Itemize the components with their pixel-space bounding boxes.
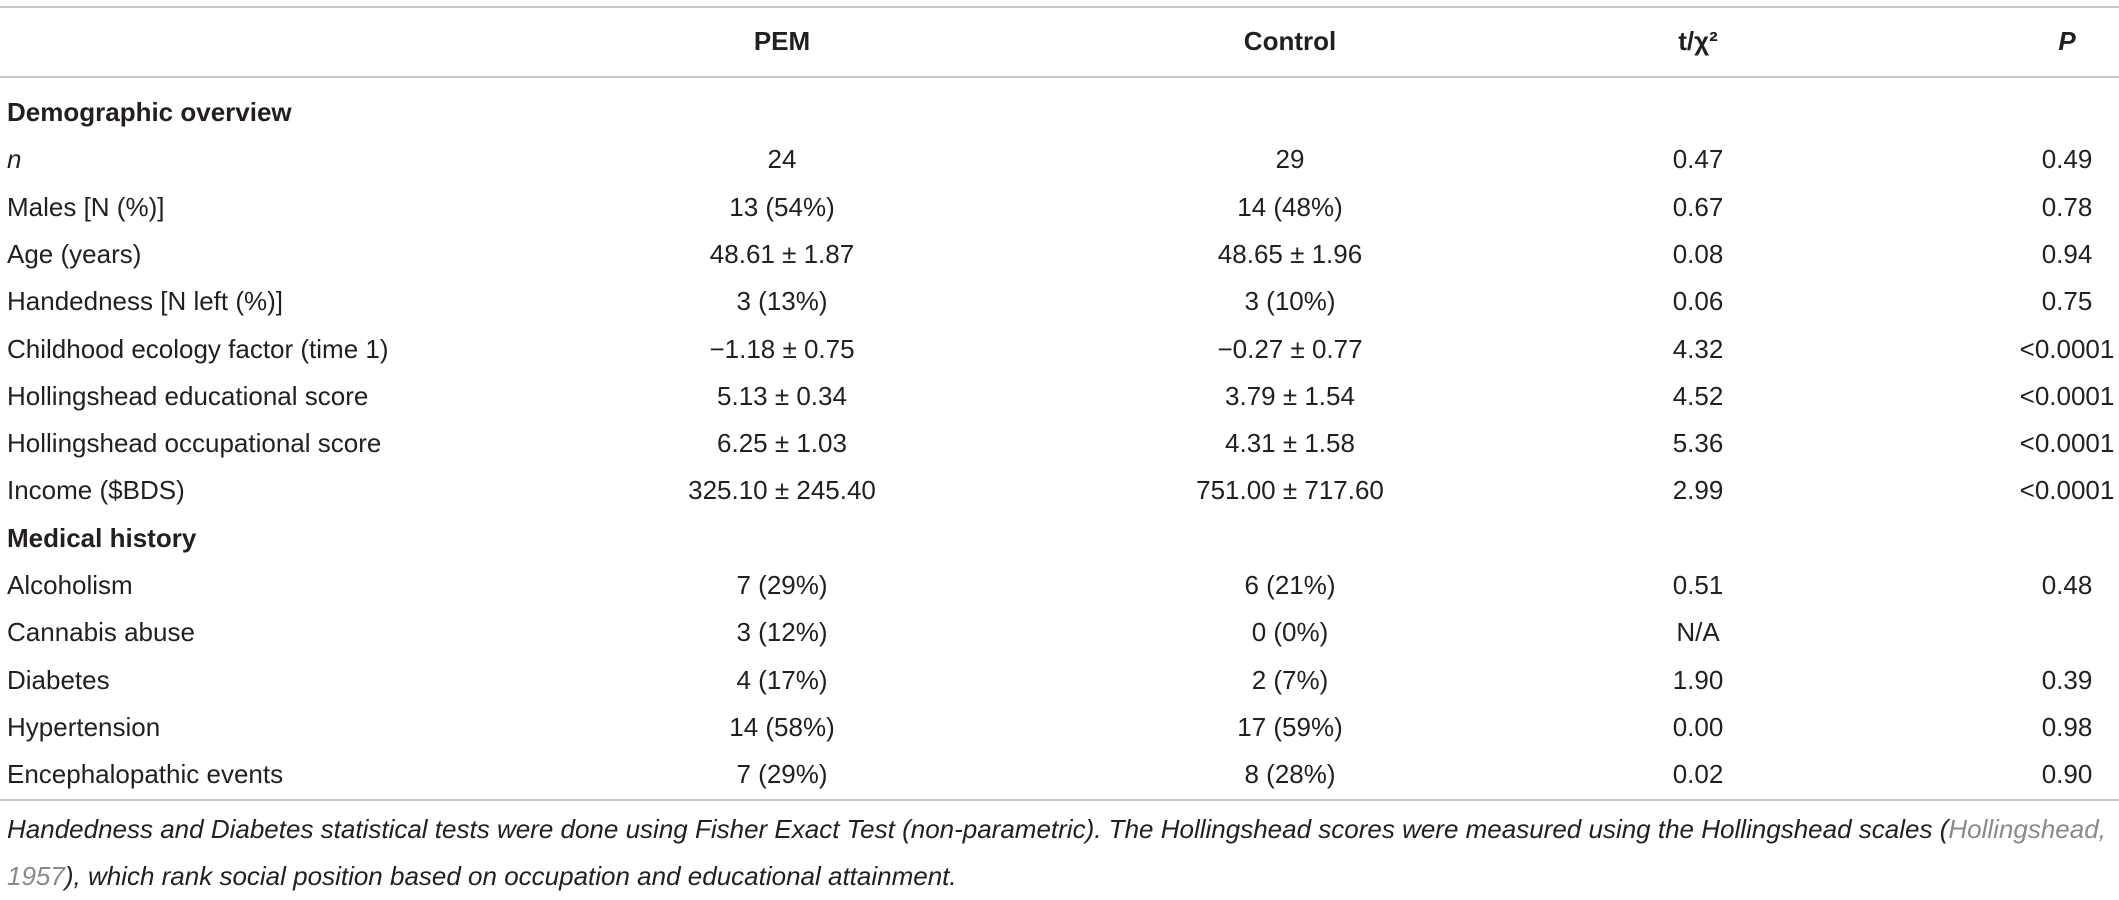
cell-value: 0.06 xyxy=(1672,286,1724,317)
cell-value: <0.0001 xyxy=(2019,475,2115,506)
cell-value: N/A xyxy=(1676,617,1720,648)
cell-value: 24 xyxy=(767,144,797,175)
row-label: Income ($BDS) xyxy=(7,475,185,506)
cell-value: 0.94 xyxy=(2041,238,2093,269)
cell-value: 0.47 xyxy=(1672,144,1724,175)
row-label: Encephalopathic events xyxy=(7,759,284,790)
cell-value: 3 (13%) xyxy=(736,286,828,317)
column-header: t/χ² xyxy=(1678,26,1718,56)
cell-value: 0 (0%) xyxy=(1251,617,1329,648)
cell-value: 2.99 xyxy=(1672,475,1724,506)
row-label: Diabetes xyxy=(7,664,110,695)
cell-value: 4.31 ± 1.58 xyxy=(1225,428,1355,459)
bottom-rule xyxy=(0,799,2119,801)
header-rule xyxy=(0,76,2119,78)
cell-value: 29 xyxy=(1275,144,1305,175)
citation-link[interactable]: Hollingshead, 1957 xyxy=(7,814,2106,891)
cell-value: 2 (7%) xyxy=(1251,664,1329,695)
cell-value: 3 (10%) xyxy=(1244,286,1336,317)
cell-value: 0.39 xyxy=(2041,664,2093,695)
footnote: Handedness and Diabetes statistical test… xyxy=(7,806,2107,900)
cell-value: 0.78 xyxy=(2041,191,2093,222)
cell-value: −0.27 ± 0.77 xyxy=(1217,333,1363,364)
cell-value: 325.10 ± 245.40 xyxy=(688,475,876,506)
footnote-text: Handedness and Diabetes statistical test… xyxy=(7,814,1949,844)
cell-value: 6.25 ± 1.03 xyxy=(717,428,847,459)
row-label: Hollingshead educational score xyxy=(7,380,369,411)
row-label: Alcoholism xyxy=(7,570,133,600)
cell-value: 0.75 xyxy=(2041,286,2093,317)
cell-value: 0.48 xyxy=(2041,570,2093,600)
cell-value: 13 (54%) xyxy=(729,191,835,222)
cell-value: 751.00 ± 717.60 xyxy=(1196,475,1384,506)
cell-value: 0.00 xyxy=(1672,711,1724,742)
footnote-text: ), which rank social position based on o… xyxy=(64,861,957,891)
cell-value: 0.02 xyxy=(1672,759,1724,790)
cell-value: 7 (29%) xyxy=(736,759,828,790)
row-label: Hypertension xyxy=(7,711,161,742)
cell-value: 14 (48%) xyxy=(1237,191,1343,222)
cell-value: <0.0001 xyxy=(2019,428,2115,459)
row-label: Cannabis abuse xyxy=(7,617,195,648)
row-label: Males [N (%)] xyxy=(7,191,165,222)
cell-value: 48.65 ± 1.96 xyxy=(1217,238,1363,269)
row-label: n xyxy=(7,144,22,175)
row-label: Hollingshead occupational score xyxy=(7,428,382,459)
cell-value: 7 (29%) xyxy=(736,570,828,600)
cell-value: 0.08 xyxy=(1672,238,1724,269)
column-header: P xyxy=(2058,26,2076,56)
cell-value: 0.51 xyxy=(1672,570,1724,600)
cell-value: 0.49 xyxy=(2041,144,2093,175)
section-title: Demographic overview xyxy=(7,97,292,127)
cell-value: 8 (28%) xyxy=(1244,759,1336,790)
cell-value: 3.79 ± 1.54 xyxy=(1225,380,1355,411)
cell-value: −1.18 ± 0.75 xyxy=(709,333,855,364)
cell-value: 17 (59%) xyxy=(1237,711,1343,742)
cell-value: 1.90 xyxy=(1672,664,1724,695)
cell-value: 6 (21%) xyxy=(1244,570,1336,600)
top-rule xyxy=(0,6,2119,8)
cell-value: 4 (17%) xyxy=(736,664,828,695)
row-label: Age (years) xyxy=(7,238,142,269)
row-label: Handedness [N left (%)] xyxy=(7,286,284,317)
column-header: Control xyxy=(1243,26,1337,56)
cell-value: 0.67 xyxy=(1672,191,1724,222)
cell-value: 5.36 xyxy=(1672,428,1724,459)
cell-value: 3 (12%) xyxy=(736,617,828,648)
cell-value: <0.0001 xyxy=(2019,380,2115,411)
cell-value: 48.61 ± 1.87 xyxy=(709,238,855,269)
cell-value: 14 (58%) xyxy=(729,711,835,742)
cell-value: <0.0001 xyxy=(2019,333,2115,364)
column-header: PEM xyxy=(753,26,811,56)
section-title: Medical history xyxy=(7,522,197,553)
cell-value: 4.32 xyxy=(1672,333,1724,364)
cell-value: 5.13 ± 0.34 xyxy=(717,380,847,411)
row-label: Childhood ecology factor (time 1) xyxy=(7,333,389,364)
cell-value: 0.98 xyxy=(2041,711,2093,742)
cell-value: 0.90 xyxy=(2041,759,2093,790)
cell-value: 4.52 xyxy=(1672,380,1724,411)
